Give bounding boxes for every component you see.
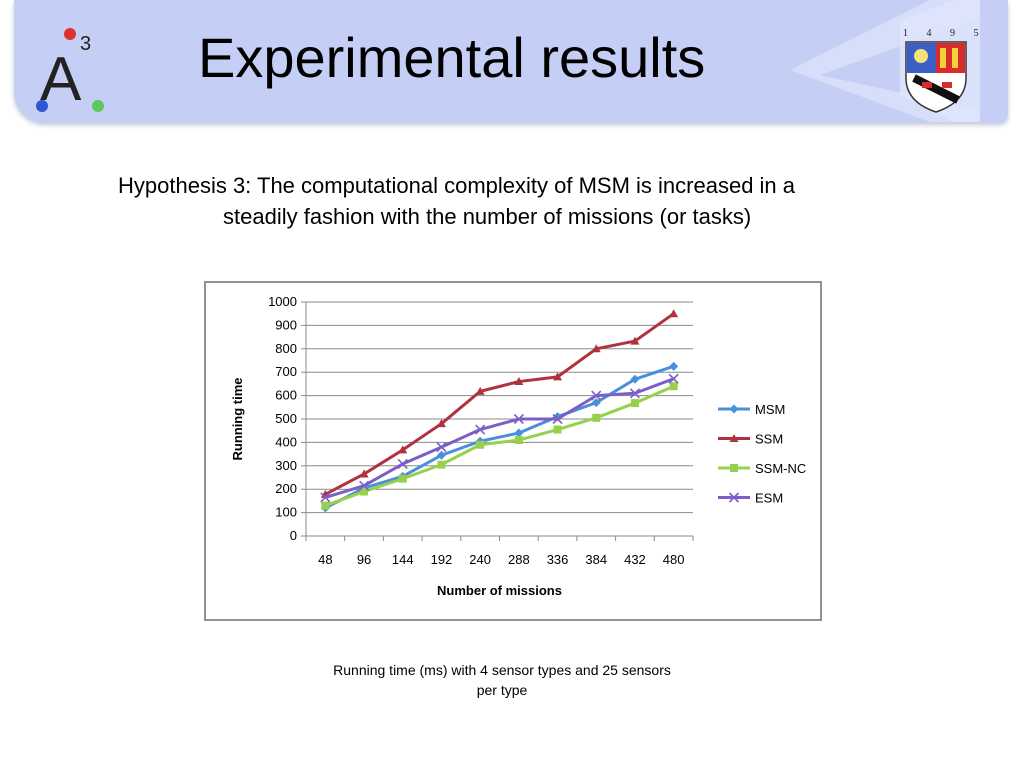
y-tick-label: 100 — [275, 505, 297, 520]
logo-letter: A — [40, 45, 82, 114]
hypothesis-text: Hypothesis 3: The computational complexi… — [118, 170, 918, 232]
data-point-ssm-nc — [476, 440, 485, 449]
data-point-ssm-nc — [630, 399, 639, 408]
data-point-ssm — [591, 344, 601, 353]
data-point-ssm-nc — [398, 474, 407, 483]
data-point-ssm — [398, 445, 408, 454]
data-point-esm — [629, 388, 641, 399]
data-point-ssm — [359, 469, 369, 478]
data-point-ssm-nc — [360, 487, 369, 496]
university-crest-icon — [905, 41, 967, 113]
x-tick-label: 144 — [392, 552, 414, 567]
x-tick-label: 48 — [318, 552, 332, 567]
data-point-esm — [513, 413, 524, 425]
crest-year-digit: 4 — [926, 28, 940, 39]
data-point-esm — [397, 458, 408, 469]
x-tick-label: 432 — [624, 552, 646, 567]
data-point-ssm — [436, 419, 446, 428]
data-point-esm — [591, 390, 602, 401]
data-point-ssm-nc — [669, 382, 678, 391]
crest-years: 1 4 9 5 — [903, 28, 987, 39]
page-title: Experimental results — [198, 26, 706, 89]
x-tick-label: 96 — [357, 552, 371, 567]
figure-caption: Running time (ms) with 4 sensor types an… — [290, 660, 714, 700]
data-point-ssm — [669, 309, 679, 318]
y-tick-label: 300 — [275, 458, 297, 473]
legend-label-msm: MSM — [755, 402, 785, 417]
crest-year-digit: 5 — [973, 28, 987, 39]
y-tick-label: 200 — [275, 481, 297, 496]
data-point-msm — [591, 398, 601, 408]
x-tick-label: 192 — [431, 552, 453, 567]
logo-blue-dot — [36, 100, 48, 112]
hypothesis-line-2: steadily fashion with the number of miss… — [223, 204, 752, 229]
legend-marker-ssm — [729, 434, 739, 442]
y-tick-label: 900 — [275, 317, 297, 332]
x-tick-label: 384 — [585, 552, 607, 567]
series-line-ssm-nc — [324, 384, 675, 507]
logo-green-dot — [92, 100, 104, 112]
caption-line-2: per type — [476, 682, 528, 698]
running-time-line-chart: 0 100 200 300 400 500 600 700 800 900 1000 48 96 144 1… — [230, 294, 806, 598]
data-point-msm — [669, 361, 679, 371]
logo-red-dot — [64, 28, 76, 40]
x-tick-label: 288 — [508, 552, 530, 567]
series-line-esm — [324, 377, 675, 499]
data-point-esm — [552, 413, 563, 425]
y-tick-label: 600 — [275, 388, 297, 403]
y-axis-title: Running time — [230, 377, 245, 460]
crest-year-digit: 9 — [950, 28, 963, 39]
data-point-msm — [630, 374, 640, 384]
legend-label-esm: ESM — [755, 491, 783, 506]
x-tick-label: 480 — [663, 552, 685, 567]
y-tick-label: 1000 — [268, 294, 297, 309]
data-point-ssm — [553, 372, 563, 381]
data-point-esm — [436, 442, 447, 453]
data-point-ssm — [514, 377, 524, 386]
data-point-esm — [475, 424, 486, 435]
data-point-ssm — [475, 386, 485, 395]
legend-label-ssm: SSM — [755, 432, 783, 447]
y-tick-label: 0 — [290, 528, 297, 543]
legend-marker-ssm-nc — [730, 464, 738, 472]
logo-superscript: 3 — [80, 33, 91, 55]
series-line-ssm — [324, 312, 675, 496]
data-point-esm — [358, 480, 370, 491]
data-point-ssm-nc — [321, 501, 330, 510]
data-point-ssm-nc — [437, 460, 446, 469]
crest-year-digit: 1 — [903, 28, 916, 39]
data-point-ssm-nc — [592, 413, 601, 422]
y-tick-label: 500 — [275, 411, 297, 426]
x-tick-label: 336 — [547, 552, 569, 567]
legend-marker-msm — [729, 404, 739, 414]
data-point-ssm — [630, 336, 640, 345]
legend-label-ssm-nc: SSM-NC — [755, 461, 806, 476]
chart-frame: 0 100 200 300 400 500 600 700 800 900 1000 48 96 144 1… — [204, 281, 822, 621]
series-line-msm — [324, 364, 675, 510]
x-tick-label: 240 — [469, 552, 491, 567]
data-point-msm — [436, 450, 446, 460]
y-tick-label: 800 — [275, 341, 297, 356]
hypothesis-line-1: Hypothesis 3: The computational complexi… — [118, 173, 796, 198]
data-point-ssm-nc — [553, 425, 562, 434]
data-point-msm — [514, 428, 524, 438]
a3-logo-icon: A 3 — [36, 28, 104, 114]
data-point-esm — [320, 492, 331, 503]
y-tick-label: 700 — [275, 364, 297, 379]
y-tick-label: 400 — [275, 434, 297, 449]
x-axis-title: Number of missions — [437, 583, 562, 598]
caption-line-1: Running time (ms) with 4 sensor types an… — [333, 662, 671, 678]
data-point-esm — [668, 373, 679, 384]
data-point-ssm-nc — [514, 436, 523, 445]
legend-marker-esm — [728, 492, 740, 503]
